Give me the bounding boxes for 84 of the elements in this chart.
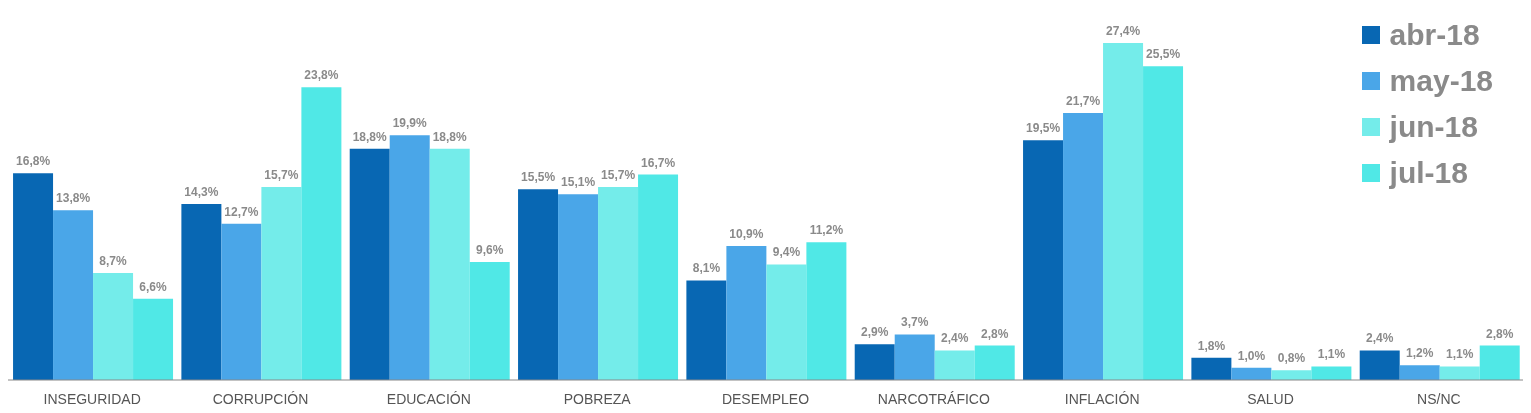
data-label: 0,8% [1277, 351, 1306, 366]
x-tick-label: INFLACIÓN [1064, 390, 1140, 407]
data-label: 1,2% [1406, 346, 1434, 361]
bar [1399, 365, 1440, 380]
data-label: 2,4% [1366, 331, 1394, 346]
data-label: 8,1% [692, 261, 721, 276]
bar [598, 186, 639, 380]
bar [638, 174, 679, 380]
bar [726, 245, 767, 380]
bar [1271, 370, 1312, 380]
data-label: 15,7% [264, 167, 299, 182]
data-label: 2,9% [861, 325, 889, 340]
bar [13, 173, 54, 380]
x-tick-label: POBREZA [563, 390, 632, 407]
bar [974, 345, 1015, 380]
bar [389, 135, 430, 380]
bar [806, 242, 847, 380]
data-label: 9,4% [772, 245, 801, 260]
data-label: 1,0% [1237, 348, 1266, 363]
bar [766, 264, 807, 380]
bar [301, 87, 342, 380]
x-tick-label: EDUCACIÓN [386, 390, 471, 407]
legend-label: jul-18 [1389, 156, 1468, 190]
bar [133, 298, 174, 380]
data-label: 2,8% [981, 326, 1009, 341]
x-tick-label: NS/NC [1417, 390, 1461, 407]
bar [429, 148, 470, 380]
x-tick-label: INSEGURIDAD [43, 390, 141, 407]
data-label: 1,8% [1197, 338, 1226, 353]
bar [558, 194, 599, 380]
data-label: 27,4% [1106, 24, 1141, 38]
data-label: 15,5% [521, 170, 556, 185]
data-label: 21,7% [1066, 94, 1101, 109]
data-label: 1,1% [1446, 347, 1474, 362]
data-label: 12,7% [224, 204, 259, 219]
data-label: 9,6% [476, 242, 504, 257]
bar [469, 261, 510, 380]
data-label: 19,9% [392, 116, 428, 131]
bar [1311, 366, 1352, 380]
data-label: 8,7% [99, 254, 128, 268]
x-tick-label: DESEMPLEO [721, 390, 810, 407]
data-label: 16,7% [641, 155, 676, 170]
bar [221, 223, 262, 380]
bar [1191, 357, 1232, 380]
bar [518, 189, 559, 380]
bar [261, 186, 302, 380]
x-tick-label: SALUD [1247, 390, 1294, 407]
data-label: 25,5% [1146, 47, 1181, 62]
bar [93, 273, 134, 380]
data-label: 18,8% [352, 129, 388, 144]
x-tick-label: NARCOTRÁFICO [877, 390, 990, 407]
data-label: 3,7% [901, 315, 929, 330]
data-label: 1,1% [1317, 347, 1346, 362]
legend-label: jun-18 [1389, 110, 1478, 144]
data-label: 6,6% [139, 279, 168, 294]
bar [686, 280, 727, 380]
data-label: 15,1% [561, 175, 596, 190]
data-label: 15,7% [601, 167, 636, 182]
bar [349, 148, 390, 380]
data-label: 2,4% [941, 331, 969, 346]
bar [1479, 345, 1520, 380]
data-label: 19,5% [1026, 121, 1061, 136]
data-label: 14,3% [184, 185, 219, 200]
data-label: 18,8% [432, 129, 468, 144]
bar [1359, 350, 1400, 380]
bar [1063, 113, 1104, 380]
bar [934, 350, 975, 380]
data-label: 13,8% [56, 191, 91, 206]
bar [1143, 66, 1184, 380]
bar [894, 334, 935, 380]
legend-label: abr-18 [1389, 18, 1480, 52]
x-tick-label: CORRUPCIÓN [212, 390, 309, 407]
bar [181, 204, 222, 380]
bar [1103, 43, 1144, 380]
bar [53, 210, 94, 380]
data-label: 11,2% [809, 223, 844, 238]
legend-label: may-18 [1389, 64, 1493, 98]
data-label: 23,8% [304, 68, 339, 83]
bar [854, 344, 895, 380]
data-label: 10,9% [729, 226, 764, 241]
bar [1023, 140, 1064, 380]
bar [1439, 366, 1480, 380]
data-label: 2,8% [1486, 326, 1514, 341]
data-label: 16,8% [16, 154, 51, 169]
